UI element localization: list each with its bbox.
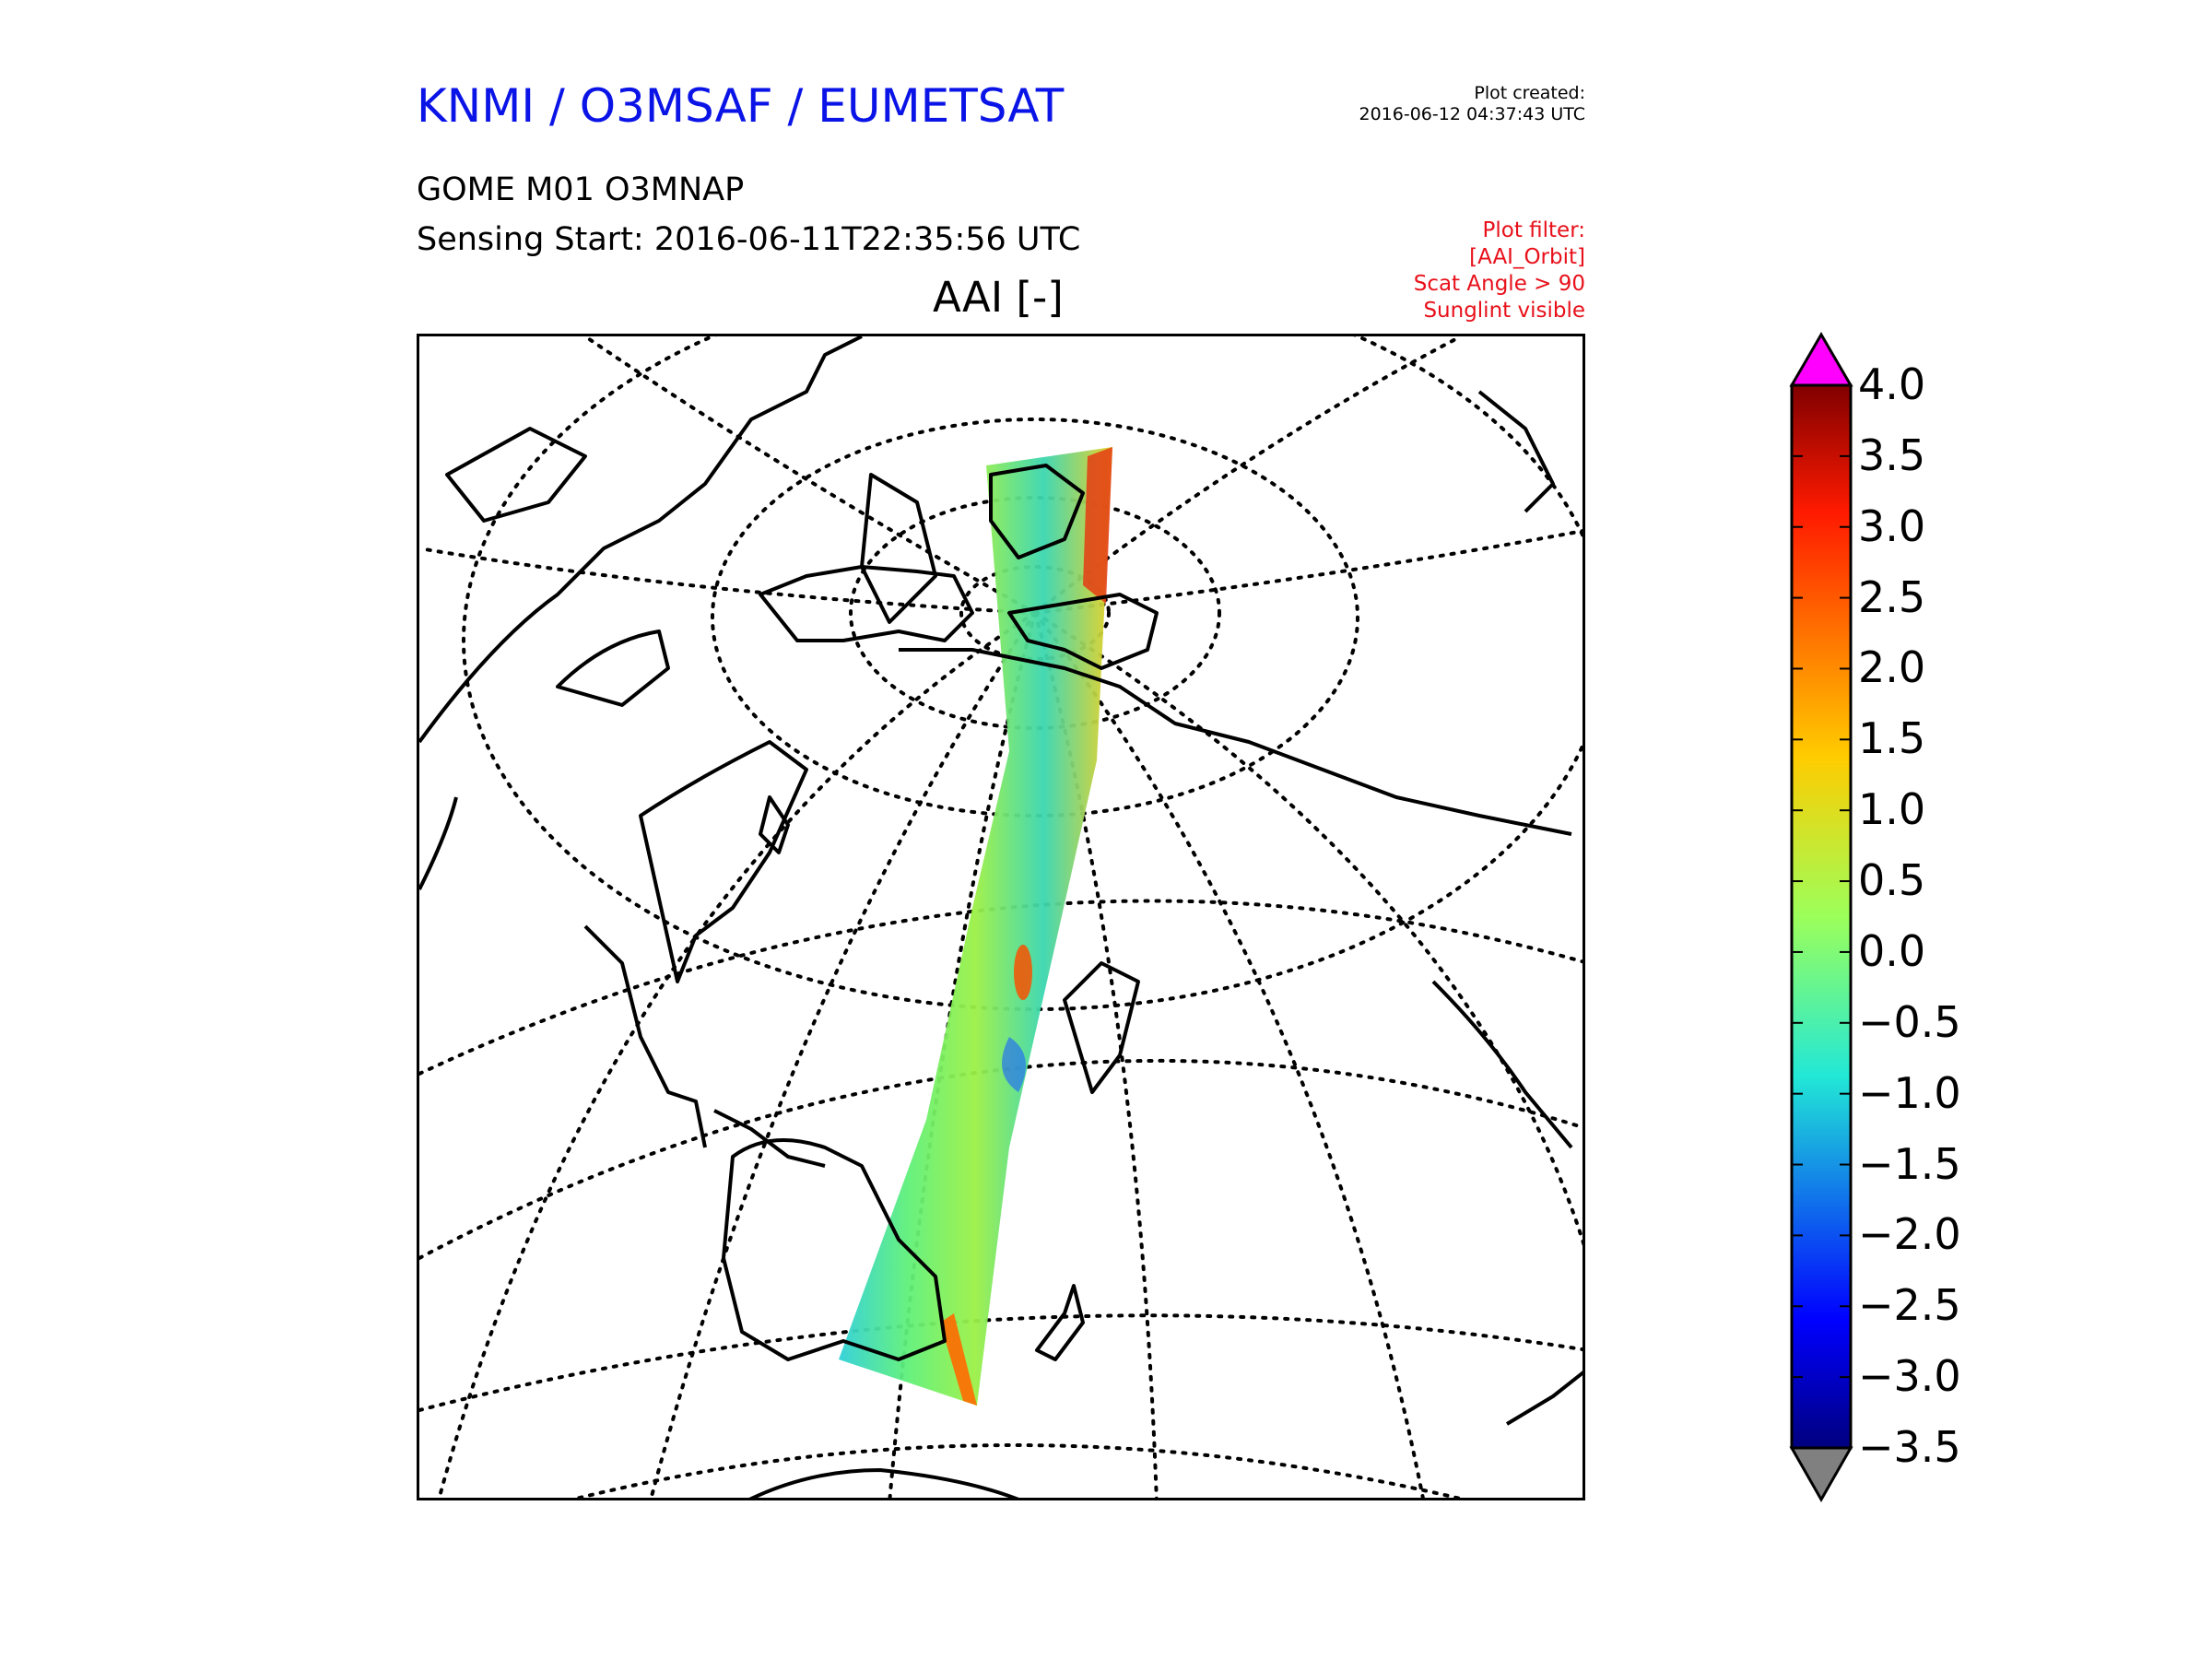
plot-filter-line: [AAI_Orbit] [1469, 245, 1585, 269]
coast-islands-north [1477, 390, 1555, 513]
colorbar-tick-label: 4.0 [1858, 359, 1926, 409]
parallel-20s [419, 1313, 1583, 1412]
coast-asia-east [639, 740, 808, 983]
sensing-start: Sensing Start: 2016-06-11T22:35:56 UTC [417, 221, 1081, 258]
colorbar-tick-label: −3.0 [1858, 1351, 1961, 1402]
parallel-60n [711, 418, 1359, 818]
coast-australia [722, 1138, 947, 1361]
coast-canadian-arctic [445, 427, 587, 523]
colorbar-tick-label: 1.0 [1858, 784, 1926, 835]
swath-fill [839, 447, 1112, 1406]
coast-europe [1007, 593, 1159, 670]
product-name: GOME M01 O3MNAP [417, 171, 745, 208]
coast-north-america [419, 336, 863, 744]
aerosol-plume [1014, 945, 1032, 1000]
colorbar-tick-label: −3.5 [1858, 1422, 1961, 1472]
plot-filter-line: Scat Angle > 90 [1413, 272, 1585, 296]
coastlines [419, 336, 1583, 1498]
coast-antarctica [748, 1468, 1019, 1498]
parallel-40n [462, 336, 1583, 1011]
swath-south-edge [940, 1313, 977, 1406]
parallel-20n [419, 899, 1583, 1076]
coast-north-pacific [419, 796, 458, 890]
meridian-j [1033, 529, 1583, 615]
plot-filter-heading: Plot filter: [1482, 218, 1585, 242]
parallel-80n [959, 565, 1111, 661]
coast-southeast-asia [583, 924, 707, 1148]
coast-new-zealand [1035, 1284, 1085, 1361]
colorbar-tick-label: −2.0 [1858, 1209, 1961, 1260]
colorbar-tick-label: 2.5 [1858, 571, 1926, 622]
graticule-parallels [419, 336, 1583, 1498]
colorbar-tick-label: 1.5 [1858, 713, 1926, 764]
colorbar-gradient [1790, 383, 1853, 1450]
meridian-b [649, 611, 1037, 1498]
coast-africa-east [1431, 980, 1573, 1149]
meridian-g [583, 336, 1037, 615]
plot-created-label: Plot created: [1474, 83, 1585, 103]
meridian-h [1033, 336, 1463, 615]
coast-africa-south [1505, 1371, 1583, 1426]
meridian-f [1033, 611, 1583, 1247]
colorbar [1789, 332, 1853, 1502]
colorbar-tick-label: 0.0 [1858, 925, 1926, 976]
colorbar-tick-label: 2.0 [1858, 642, 1926, 693]
colorbar-under-triangle [1789, 1446, 1853, 1502]
plot-created-block: Plot created: 2016-06-12 04:37:43 UTC [1359, 83, 1586, 125]
plot-filter-line: Sunglint visible [1423, 299, 1585, 323]
map-frame [417, 334, 1585, 1500]
coast-siberia [759, 565, 974, 642]
swath-blue-patch [1002, 1037, 1026, 1092]
map-canvas [419, 336, 1583, 1498]
parallel-70n [849, 496, 1221, 730]
colorbar-tick-label: 3.5 [1858, 429, 1926, 480]
coast-hudson [556, 629, 670, 707]
colorbar-tick-label: 3.0 [1858, 500, 1926, 551]
plot-created-time: 2016-06-12 04:37:43 UTC [1359, 104, 1586, 124]
coast-japan [759, 795, 790, 854]
colorbar-tick-label: −1.0 [1858, 1067, 1961, 1118]
meridian-e [1033, 611, 1425, 1498]
organization-title: KNMI / O3MSAF / EUMETSAT [417, 79, 1065, 133]
colorbar-over-triangle [1789, 332, 1853, 387]
colorbar-tick-label: −2.5 [1858, 1280, 1961, 1331]
orbit-swath [839, 447, 1112, 1406]
plot-filter-block: Plot filter: [AAI_Orbit] Scat Angle > 90… [1414, 218, 1585, 324]
meridian-i [419, 547, 1037, 615]
coast-scandinavia [989, 464, 1085, 559]
coast-russia-north [899, 648, 1572, 836]
colorbar-tick-label: −1.5 [1858, 1138, 1961, 1189]
coast-greenland [860, 473, 937, 624]
coast-india-arabia [1063, 961, 1140, 1094]
plot-title: AAI [-] [933, 273, 1064, 322]
colorbar-tick-label: 0.5 [1858, 855, 1926, 906]
colorbar-tick-label: −0.5 [1858, 996, 1961, 1047]
parallel-60s [571, 1443, 1465, 1498]
swath-edge-high [1083, 447, 1112, 604]
